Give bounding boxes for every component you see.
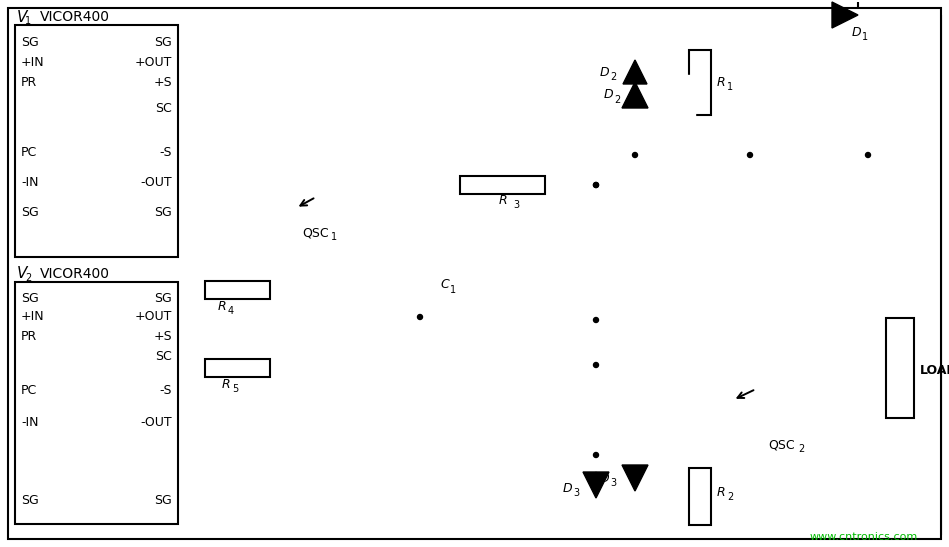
Bar — [15, 282, 178, 524]
Text: R: R — [222, 377, 231, 391]
Bar — [615, 75, 695, 135]
Text: D: D — [563, 481, 572, 494]
Text: 2: 2 — [614, 95, 621, 105]
Text: 5: 5 — [232, 384, 238, 394]
Bar — [15, 25, 178, 257]
Text: PR: PR — [21, 329, 37, 342]
Circle shape — [593, 317, 599, 323]
Text: 3: 3 — [573, 488, 579, 498]
Circle shape — [418, 315, 422, 319]
Text: D: D — [604, 89, 614, 102]
Text: +IN: +IN — [21, 56, 45, 69]
Text: 1: 1 — [25, 16, 31, 26]
Bar — [205, 281, 270, 299]
Circle shape — [748, 153, 753, 158]
Text: SG: SG — [155, 292, 172, 305]
Text: +IN: +IN — [21, 311, 45, 323]
Circle shape — [593, 363, 599, 368]
Circle shape — [593, 473, 599, 478]
Text: PR: PR — [21, 75, 37, 89]
Text: SC: SC — [156, 102, 172, 114]
Text: VICOR400: VICOR400 — [40, 10, 110, 24]
Text: SG: SG — [155, 207, 172, 219]
Text: C: C — [440, 278, 449, 292]
Text: -S: -S — [159, 383, 172, 397]
Text: -S: -S — [159, 146, 172, 159]
Text: R: R — [717, 75, 726, 89]
Text: 2: 2 — [610, 72, 616, 82]
Text: R: R — [498, 194, 508, 207]
Text: 2: 2 — [727, 492, 734, 502]
Text: SC: SC — [156, 351, 172, 364]
Polygon shape — [832, 2, 858, 28]
Text: +OUT: +OUT — [135, 311, 172, 323]
Text: D: D — [600, 66, 609, 79]
Text: www.cntronics.com: www.cntronics.com — [810, 532, 919, 542]
Bar — [886, 318, 914, 418]
Text: PC: PC — [21, 146, 37, 159]
Text: R: R — [218, 300, 227, 312]
Text: QSC: QSC — [768, 439, 794, 451]
Circle shape — [593, 452, 599, 457]
Bar — [615, 458, 675, 518]
Text: D: D — [852, 26, 862, 38]
Text: 1: 1 — [862, 32, 868, 42]
Circle shape — [593, 183, 599, 188]
Circle shape — [632, 153, 638, 158]
Text: SG: SG — [21, 292, 39, 305]
Text: 1: 1 — [331, 232, 337, 242]
Text: QSC: QSC — [302, 226, 328, 240]
Text: SG: SG — [155, 37, 172, 49]
Text: VICOR400: VICOR400 — [40, 267, 110, 281]
Polygon shape — [623, 60, 647, 84]
Bar — [205, 359, 270, 377]
Text: 1: 1 — [727, 82, 734, 92]
Bar — [689, 50, 711, 115]
Text: R: R — [717, 486, 726, 498]
Bar — [689, 468, 711, 525]
Text: SG: SG — [21, 493, 39, 507]
Text: PC: PC — [21, 383, 37, 397]
Text: 2: 2 — [798, 444, 804, 454]
Circle shape — [593, 183, 599, 188]
Text: +S: +S — [154, 329, 172, 342]
Text: SG: SG — [21, 37, 39, 49]
Text: SG: SG — [155, 493, 172, 507]
Text: +S: +S — [154, 75, 172, 89]
Text: -OUT: -OUT — [140, 416, 172, 429]
Text: 3: 3 — [513, 200, 519, 210]
Text: 4: 4 — [228, 306, 234, 316]
Text: -IN: -IN — [21, 176, 39, 189]
Text: 2: 2 — [25, 273, 31, 283]
Text: SG: SG — [21, 207, 39, 219]
Text: +OUT: +OUT — [135, 56, 172, 69]
Text: D: D — [600, 472, 609, 485]
Text: -OUT: -OUT — [140, 176, 172, 189]
Polygon shape — [622, 82, 648, 108]
Text: 1: 1 — [450, 285, 456, 295]
Polygon shape — [583, 472, 609, 498]
Text: V: V — [17, 9, 28, 25]
Text: V: V — [17, 266, 28, 282]
Circle shape — [865, 153, 870, 158]
Bar — [460, 176, 545, 194]
Text: -IN: -IN — [21, 416, 39, 429]
Text: LOAD: LOAD — [920, 364, 949, 376]
Text: 3: 3 — [610, 478, 616, 488]
Polygon shape — [622, 465, 648, 491]
